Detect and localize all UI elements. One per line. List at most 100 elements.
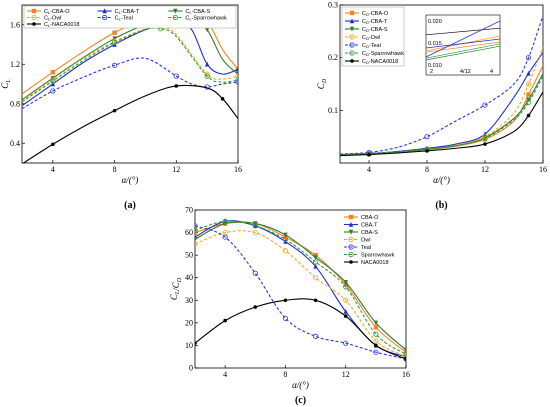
- data-point: [373, 331, 379, 337]
- series-sparrowhawk: [195, 218, 406, 358]
- data-point: [343, 284, 349, 290]
- data-point: [343, 308, 348, 314]
- legend-marker: [348, 251, 354, 258]
- legend-marker: [31, 14, 37, 21]
- data-point: [374, 343, 378, 348]
- series-cba-s: [195, 221, 406, 353]
- data-point: [367, 152, 371, 157]
- legend-label: CBA-T: [361, 223, 378, 229]
- inset-frame: [425, 14, 501, 76]
- legend-label: CD-Owl: [362, 35, 380, 41]
- legend-marker: [349, 50, 355, 56]
- data-point: [235, 77, 238, 83]
- inset-tick-label: 2: [430, 69, 433, 75]
- series-line: [22, 84, 238, 163]
- y-tick-label: 0: [189, 364, 193, 373]
- legend-label: Teal: [361, 245, 371, 251]
- data-point: [111, 62, 118, 68]
- data-point: [482, 102, 488, 108]
- data-point: [482, 134, 488, 140]
- legend-marker: [32, 22, 36, 26]
- legend-label: NACA0018: [361, 260, 389, 266]
- data-point: [195, 341, 197, 345]
- data-point: [312, 333, 319, 339]
- data-point: [373, 349, 379, 355]
- series-line: [22, 57, 238, 110]
- y-axis-label: CL: [0, 79, 12, 89]
- data-point: [343, 340, 349, 346]
- data-point: [343, 297, 349, 303]
- data-point: [204, 73, 210, 79]
- series-c-d-teal: [340, 15, 543, 156]
- y-tick-label: 0.8: [10, 99, 20, 108]
- data-point: [526, 70, 531, 76]
- x-tick-label: 12: [342, 370, 350, 379]
- y-axis-label: CD: [316, 78, 328, 89]
- series-c-l-cba-t: [22, 19, 238, 107]
- data-point: [235, 66, 238, 72]
- data-point: [313, 298, 318, 303]
- data-point: [50, 69, 56, 75]
- series-line: [340, 91, 543, 157]
- y-tick-label: 20: [185, 318, 193, 327]
- data-point: [313, 255, 318, 260]
- chart-panel-c: 4 8 12 16010203040506070α/(°)CL/CD(c)CBA-OC…: [169, 206, 410, 407]
- data-point: [222, 234, 228, 240]
- data-point: [253, 305, 258, 309]
- x-tick-label: 16: [539, 165, 547, 174]
- data-point: [50, 81, 56, 87]
- data-point: [424, 134, 430, 140]
- data-point: [51, 142, 55, 147]
- legend-label: CD-Sparrowhawk: [362, 51, 404, 57]
- series-c-d-naca0018: [340, 91, 543, 157]
- x-tick-label: 12: [172, 165, 180, 174]
- data-point: [50, 78, 56, 84]
- legend-marker: [102, 8, 107, 14]
- inset-line: [425, 20, 501, 58]
- legend-marker: [172, 14, 178, 21]
- y-tick-label: 0.1: [328, 106, 338, 115]
- data-point: [282, 236, 289, 242]
- legend-marker: [349, 260, 353, 264]
- chart-panel-b: 4 8 12 160.10.20.3α/(°)CD(b)CD-CBA-OCD-CBA-…: [316, 1, 547, 212]
- data-point: [111, 39, 118, 46]
- series-line: [195, 298, 406, 360]
- inset-tick-label: 4: [490, 69, 493, 75]
- legend-label: CL-CBA-T: [115, 9, 140, 15]
- data-point: [252, 223, 258, 229]
- legend-box: [23, 5, 237, 29]
- data-point: [252, 229, 258, 236]
- data-point: [195, 227, 198, 233]
- inset-line: [425, 41, 501, 53]
- legend-label: CL-Sparrowhawk: [185, 16, 227, 22]
- legend-marker: [31, 8, 37, 14]
- plot-frame: [194, 209, 407, 369]
- series-cba-o: [195, 221, 406, 355]
- data-point: [204, 27, 210, 33]
- series-line: [340, 15, 543, 155]
- legend-marker: [349, 26, 355, 32]
- series-c-l-naca0018: [22, 84, 238, 163]
- data-point: [222, 218, 228, 224]
- series-c-d-sparrowhawk: [340, 75, 543, 157]
- data-point: [112, 36, 117, 42]
- x-tick-label: 4: [223, 370, 227, 379]
- legend-marker: [102, 14, 108, 21]
- y-tick-label: 60: [185, 228, 193, 237]
- data-point: [283, 232, 288, 238]
- legend-label: Sparrowhawk: [361, 253, 395, 259]
- legend-marker: [348, 221, 354, 227]
- series-line: [340, 75, 543, 156]
- data-point: [373, 325, 379, 330]
- legend: CL-CBA-O CL-CBA-T CL-CBA-S CL-Owl CL-Teal CL-…: [23, 5, 237, 29]
- legend-label: CD-CBA-O: [362, 11, 389, 17]
- data-point: [403, 351, 406, 358]
- legend-marker: [349, 42, 355, 48]
- y-tick-label: 0.3: [328, 1, 338, 10]
- x-tick-label: 4: [51, 165, 55, 174]
- x-tick-label: 8: [425, 165, 429, 174]
- legend-marker: [173, 8, 178, 14]
- inset-tick-label: 4/12: [460, 69, 471, 75]
- data-point: [195, 241, 198, 247]
- data-point: [50, 88, 56, 94]
